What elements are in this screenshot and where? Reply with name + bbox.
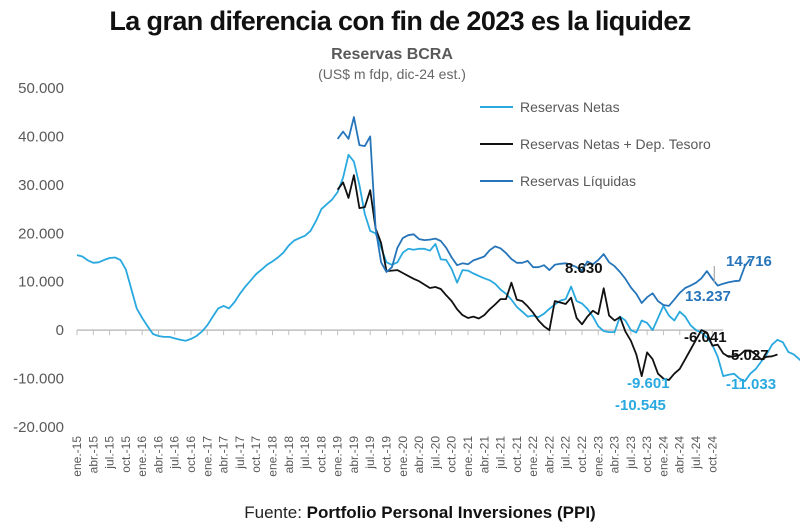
x-tick-label: abr.-20 — [412, 436, 426, 474]
y-tick-label: 40.000 — [18, 128, 64, 145]
data-label: -6.041 — [684, 329, 727, 346]
x-tick-label: jul.-23 — [624, 436, 638, 470]
data-label: 13.237 — [685, 288, 731, 305]
series-lines — [76, 116, 800, 383]
x-tick-label: abr.-23 — [608, 436, 622, 474]
y-tick-label: 20.000 — [18, 225, 64, 242]
x-tick-label: oct.-22 — [575, 436, 589, 473]
x-tick-label: jul.-24 — [689, 436, 703, 470]
x-tick-label: abr.-24 — [673, 436, 687, 474]
y-tick-label: -10.000 — [13, 371, 64, 388]
source-label: Fuente: — [244, 503, 307, 522]
data-labels: -10.545 -9.601 -11.033 8.630 -6.041-5.027 13.… — [565, 253, 776, 414]
x-tick-label: jul.-22 — [559, 436, 573, 470]
x-tick-label: abr.-21 — [477, 436, 491, 474]
x-tick-label: ene.-24 — [656, 436, 670, 477]
series-line-reservas-netas — [76, 153, 800, 383]
x-tick-label: ene.-21 — [461, 436, 475, 477]
x-tick-label: abr.-22 — [542, 436, 556, 474]
legend: Reservas Netas Reservas Netas + Dep. Teso… — [480, 99, 711, 189]
legend-label: Reservas Líquidas — [520, 173, 636, 189]
chart-subtitle: (US$ m fdp, dic-24 est.) — [318, 66, 466, 82]
x-tick-label: jul.-18 — [298, 436, 312, 470]
y-tick-label: 50.000 — [18, 80, 64, 97]
x-tick-label: jul.-15 — [103, 436, 117, 470]
x-tick-label: ene.-18 — [265, 436, 279, 477]
x-tick-label: ene.-16 — [135, 436, 149, 477]
x-tick-label: jul.-16 — [168, 436, 182, 470]
x-tick-label: jul.-21 — [494, 436, 508, 470]
x-tick-label: oct.-17 — [249, 436, 263, 473]
x-tick-label: abr.-15 — [86, 436, 100, 474]
x-tick-label: oct.-18 — [314, 436, 328, 473]
x-tick-label: abr.-17 — [217, 436, 231, 474]
x-tick-label: ene.-22 — [526, 436, 540, 477]
y-tick-label: 10.000 — [18, 274, 64, 291]
data-label: -10.545 — [615, 397, 666, 414]
series-line-reservas-liquidas — [336, 116, 752, 307]
data-label: -11.033 — [726, 376, 776, 393]
x-tick-label: oct.-24 — [705, 436, 719, 473]
x-tick-label: ene.-20 — [396, 436, 410, 477]
x-tick-label: ene.-23 — [591, 436, 605, 477]
x-tick-label: ene.-19 — [331, 436, 345, 477]
x-tick-label: oct.-20 — [445, 436, 459, 473]
x-tick-label: jul.-17 — [233, 436, 247, 470]
x-tick-label: abr.-18 — [282, 436, 296, 474]
x-tick-label: jul.-20 — [428, 436, 442, 470]
y-tick-label: 30.000 — [18, 177, 64, 194]
x-axis: ene.-15 abr.-15 jul.-15 oct.-15 ene.-16 abr.-… — [70, 329, 724, 477]
data-label: 14.716 — [726, 253, 772, 270]
y-tick-label: -20.000 — [13, 419, 64, 436]
x-tick-label: abr.-16 — [151, 436, 165, 474]
data-label: 8.630 — [565, 260, 603, 277]
x-tick-label: ene.-17 — [200, 436, 214, 477]
series-line-reservas-netas-dep-tesoro — [336, 174, 778, 381]
data-label: -5.027 — [726, 347, 769, 364]
x-tick-label: oct.-23 — [640, 436, 654, 473]
x-tick-label: oct.-21 — [510, 436, 524, 473]
y-tick-label: 0 — [56, 322, 64, 339]
y-axis: 50.000 40.000 30.000 20.000 10.000 0 -10.000 -2… — [13, 80, 64, 436]
data-label: -9.601 — [627, 375, 670, 392]
x-tick-label: abr.-19 — [347, 436, 361, 474]
source-name: Portfolio Personal Inversiones (PPI) — [306, 503, 596, 522]
legend-label: Reservas Netas — [520, 99, 620, 115]
x-tick-label: oct.-19 — [380, 436, 394, 473]
source-note: Fuente: Portfolio Personal Inversiones (… — [20, 503, 800, 523]
x-tick-label: oct.-15 — [119, 436, 133, 473]
x-tick-label: ene.-15 — [70, 436, 84, 477]
x-tick-label: jul.-19 — [363, 436, 377, 470]
legend-label: Reservas Netas + Dep. Tesoro — [520, 136, 711, 152]
main-title: La gran diferencia con fin de 2023 es la… — [109, 6, 691, 36]
x-tick-label: oct.-16 — [184, 436, 198, 473]
chart-title: Reservas BCRA — [331, 46, 453, 63]
